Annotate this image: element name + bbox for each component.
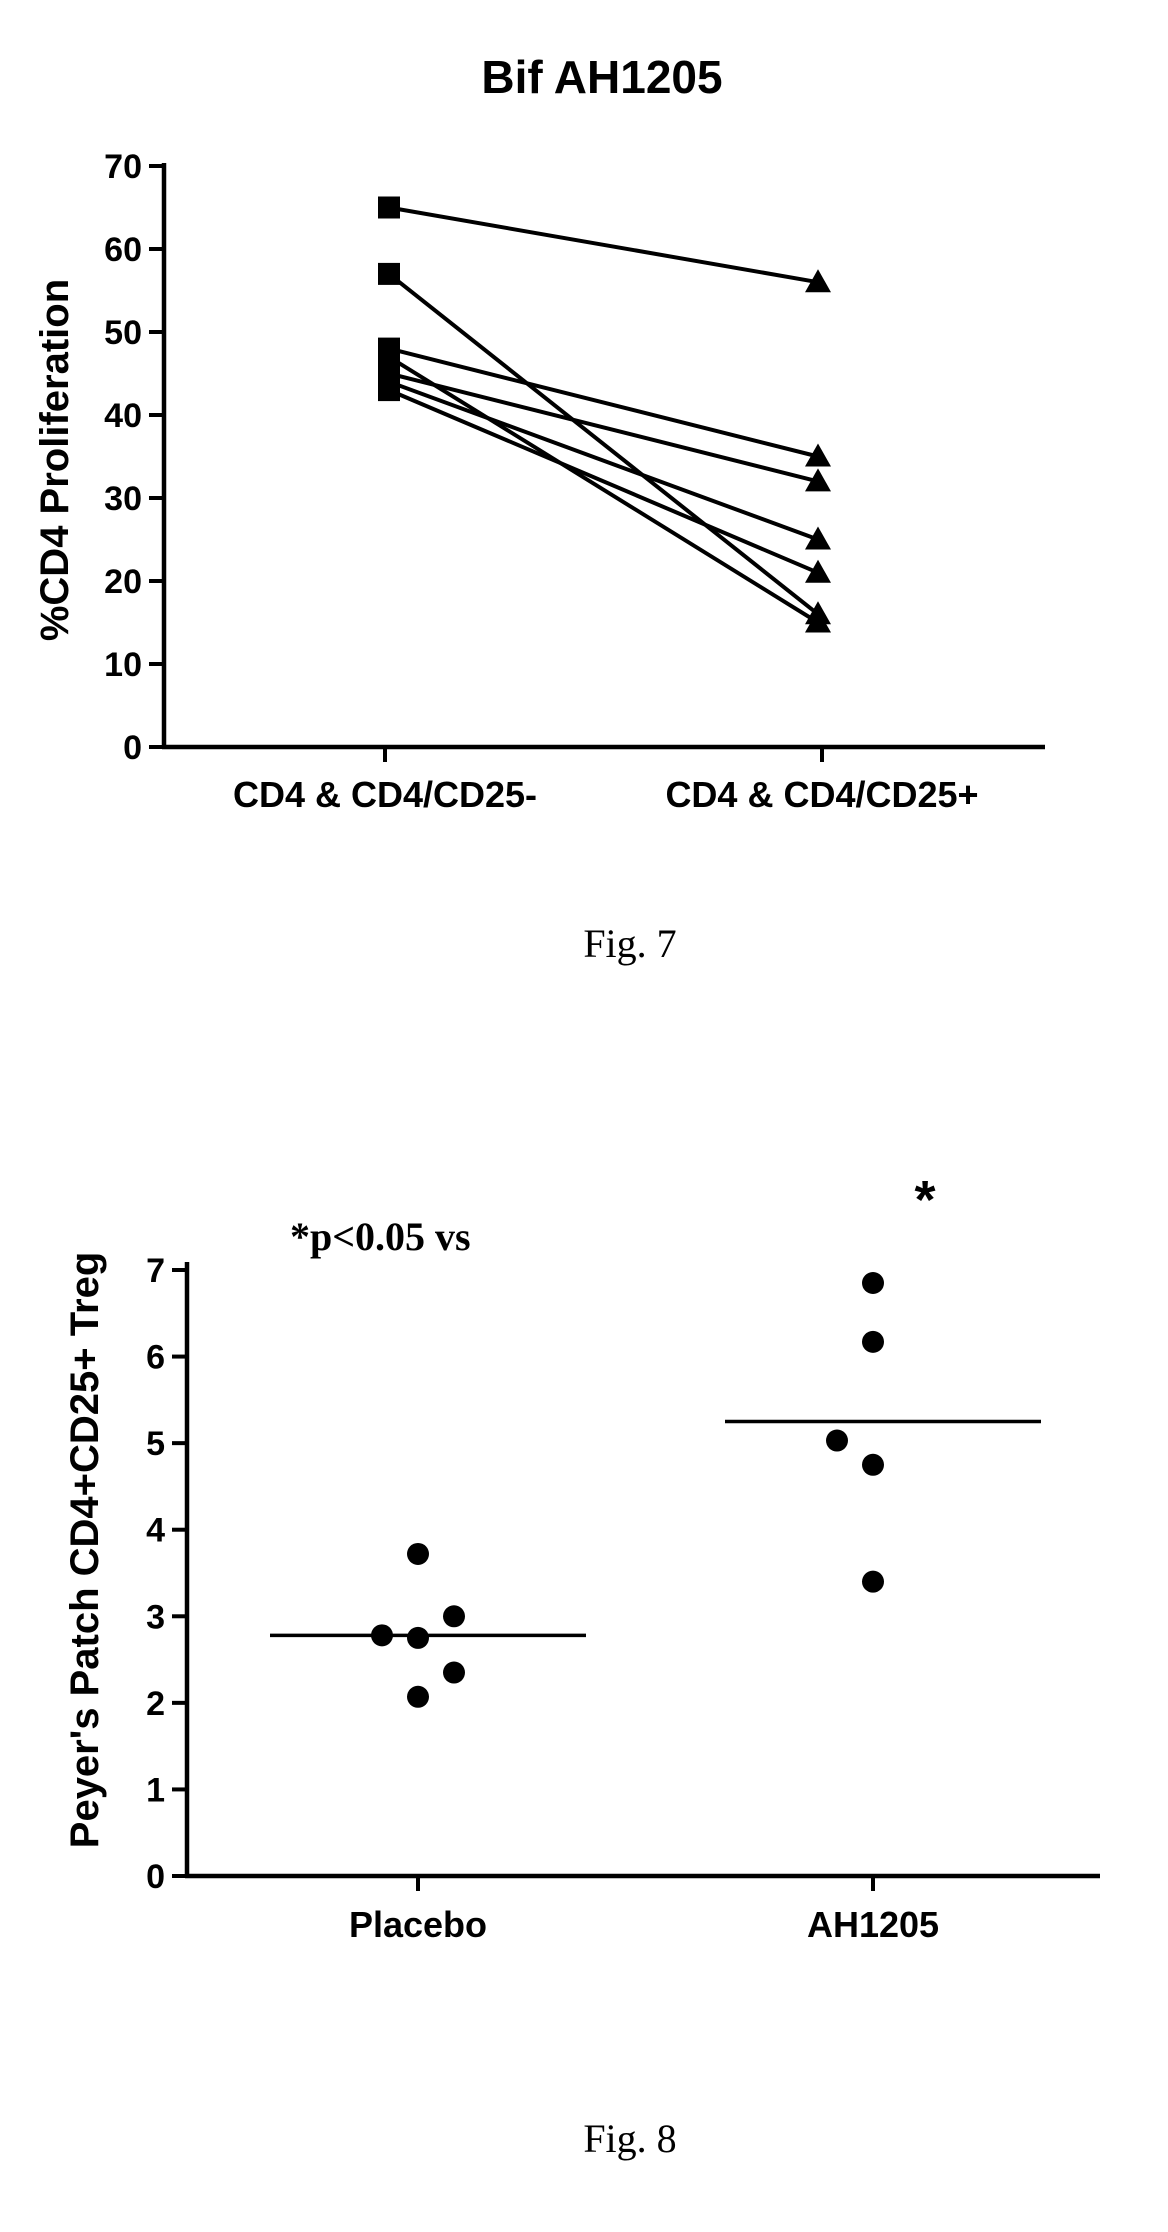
- fig8-data-point: [443, 1605, 465, 1627]
- fig8-y-tick-label: 1: [146, 1771, 165, 1809]
- fig7-square-marker: [378, 263, 400, 285]
- fig7-y-tick-label: 40: [104, 397, 142, 435]
- fig8-y-tick-label: 3: [146, 1598, 165, 1636]
- fig7-x-category-label: CD4 & CD4/CD25-: [233, 774, 537, 815]
- fig8-significance-star: *: [914, 1170, 935, 1230]
- fig7-triangle-marker: [805, 560, 831, 583]
- fig8-y-tick-label: 0: [146, 1858, 165, 1896]
- fig8-y-tick-label: 6: [146, 1339, 165, 1377]
- fig7-pair-line: [389, 382, 818, 540]
- fig7-pair-line: [389, 208, 818, 283]
- figure-page: Bif AH1205 %CD4 Proliferation 0102030405…: [0, 0, 1168, 2232]
- fig7-pair-line: [389, 274, 818, 614]
- fig7-y-tick-label: 10: [104, 646, 142, 684]
- fig8-data-point: [371, 1624, 393, 1646]
- fig7-y-tick-label: 20: [104, 563, 142, 601]
- fig7-y-tick-label: 70: [104, 148, 142, 186]
- fig7-pair-line: [389, 357, 818, 623]
- fig7-y-tick-label: 60: [104, 231, 142, 269]
- fig7-title: Bif AH1205: [481, 51, 722, 103]
- fig8-y-tick-label: 5: [146, 1425, 165, 1463]
- fig7-y-tick-label: 30: [104, 480, 142, 518]
- fig8-data-point: [407, 1686, 429, 1708]
- fig8-data-point: [862, 1272, 884, 1294]
- fig8-data-point: [407, 1543, 429, 1565]
- fig7-pair-line: [389, 390, 818, 573]
- fig8-chart: Peyer's Patch CD4+CD25+ Treg *p<0.05 vs …: [63, 1170, 1100, 2161]
- fig8-data-point: [407, 1627, 429, 1649]
- fig7-chart: Bif AH1205 %CD4 Proliferation 0 10 20 30 40 5…: [33, 51, 1045, 966]
- fig7-pair-line: [389, 349, 818, 457]
- fig8-data-point: [826, 1430, 848, 1452]
- fig8-x-category-label: Placebo: [349, 1904, 487, 1945]
- fig8-data-point: [862, 1571, 884, 1593]
- fig8-y-tick-label: 4: [146, 1512, 165, 1550]
- fig8-y-axis-label: Peyer's Patch CD4+CD25+ Treg: [63, 1252, 107, 1848]
- fig8-caption: Fig. 8: [583, 2116, 676, 2161]
- fig8-data-point: [443, 1662, 465, 1684]
- fig7-square-marker: [378, 379, 400, 401]
- fig8-data-point: [862, 1331, 884, 1353]
- fig7-y-axis-label: %CD4 Proliferation: [33, 279, 77, 641]
- fig8-data-point: [862, 1454, 884, 1476]
- fig7-y-tick-label: 50: [104, 314, 142, 352]
- fig7-pair-line: [389, 374, 818, 482]
- fig8-y-tick-label: 2: [146, 1685, 165, 1723]
- fig7-caption: Fig. 7: [583, 921, 676, 966]
- fig8-y-tick-label: 7: [146, 1252, 165, 1290]
- fig7-y-tick-label: 0: [123, 729, 142, 767]
- fig7-x-category-label: CD4 & CD4/CD25+: [665, 774, 978, 815]
- fig8-x-category-label: AH1205: [807, 1904, 939, 1945]
- fig7-square-marker: [378, 197, 400, 219]
- fig8-significance-note: *p<0.05 vs: [290, 1214, 471, 1259]
